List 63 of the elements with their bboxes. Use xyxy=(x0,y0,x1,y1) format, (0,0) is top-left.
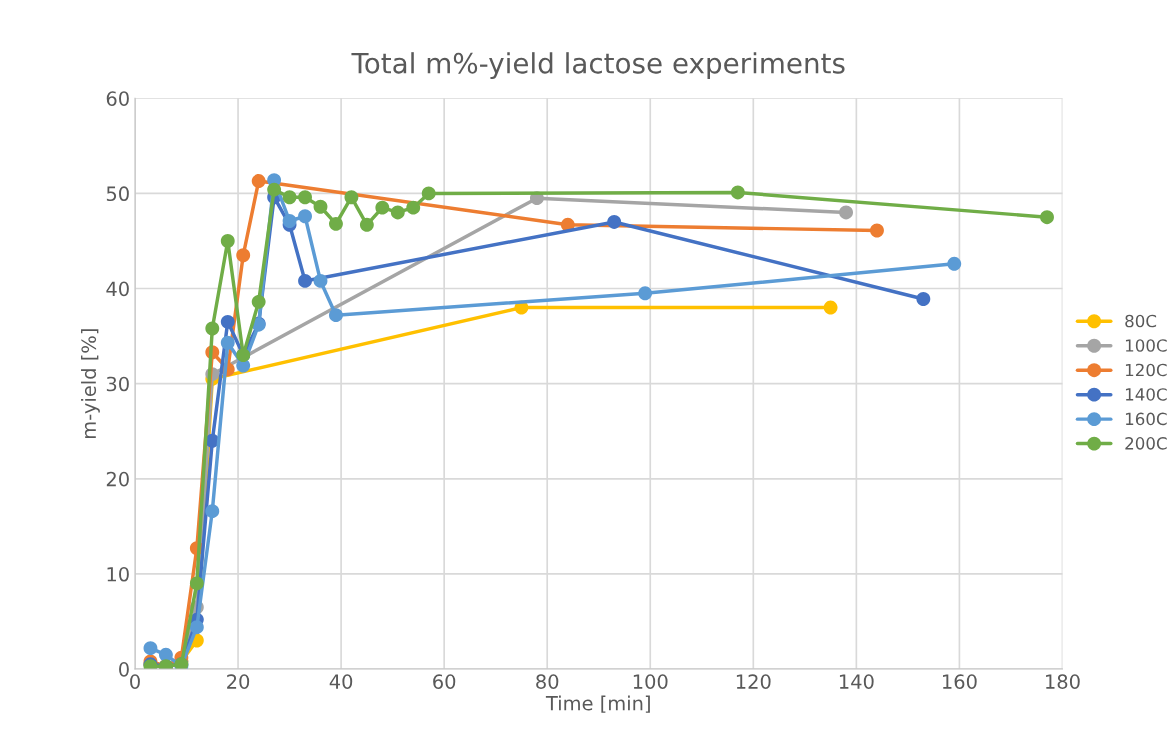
point xyxy=(298,209,312,224)
y-tick-label: 40 xyxy=(106,281,129,297)
x-axis-title: Time [min] xyxy=(545,695,650,713)
point xyxy=(421,186,436,201)
point xyxy=(282,214,297,228)
point xyxy=(329,308,343,323)
point xyxy=(251,294,266,309)
point xyxy=(313,273,328,288)
point xyxy=(267,182,282,197)
point xyxy=(282,190,297,205)
point xyxy=(189,576,204,591)
y-tick-label: 0 xyxy=(119,662,129,677)
point xyxy=(329,216,343,231)
x-tick-label: 140 xyxy=(839,674,874,689)
x-tick-label: 160 xyxy=(943,674,977,689)
y-axis-title: m-yield [%] xyxy=(81,329,100,438)
point xyxy=(1040,210,1054,225)
point xyxy=(375,200,390,215)
point xyxy=(823,300,838,315)
y-tick-label: 50 xyxy=(106,186,129,202)
point xyxy=(406,200,421,215)
point xyxy=(730,185,745,200)
point xyxy=(298,273,312,288)
legend-label: 140C xyxy=(1125,388,1167,401)
point xyxy=(158,647,173,662)
point xyxy=(236,248,251,263)
point xyxy=(390,205,405,220)
point xyxy=(220,234,235,248)
x-tick-label: 60 xyxy=(433,674,456,689)
point xyxy=(220,335,235,350)
legend-label: 100C xyxy=(1125,339,1167,352)
x-tick-label: 20 xyxy=(227,674,250,689)
point xyxy=(916,292,931,306)
y-tick-label: 60 xyxy=(106,91,129,106)
chart-title: Total m%-yield lactose experiments xyxy=(351,52,845,80)
point xyxy=(607,215,622,229)
x-tick-label: 120 xyxy=(736,674,771,689)
point xyxy=(251,174,266,188)
x-tick-label: 80 xyxy=(536,674,559,689)
point xyxy=(189,620,204,635)
point xyxy=(344,190,359,205)
legend-label: 200C xyxy=(1125,437,1167,450)
y-tick-label: 30 xyxy=(106,376,129,392)
point xyxy=(870,223,884,238)
point xyxy=(205,321,220,336)
x-tick-label: 100 xyxy=(633,674,668,689)
x-tick-label: 180 xyxy=(1046,674,1080,689)
y-tick-label: 10 xyxy=(107,566,129,582)
legend-label: 120C xyxy=(1125,363,1167,377)
x-tick-label: 0 xyxy=(130,674,140,689)
point xyxy=(313,199,328,214)
point xyxy=(298,190,312,205)
point xyxy=(638,286,653,301)
point xyxy=(205,504,220,519)
point xyxy=(359,217,374,232)
legend-label: 160C xyxy=(1125,412,1167,426)
legend-label: 80C xyxy=(1125,314,1157,328)
point xyxy=(220,314,235,329)
y-tick-label: 20 xyxy=(106,471,129,487)
point xyxy=(143,641,158,656)
point xyxy=(947,256,962,271)
point xyxy=(839,205,854,220)
x-tick-label: 40 xyxy=(329,674,353,689)
